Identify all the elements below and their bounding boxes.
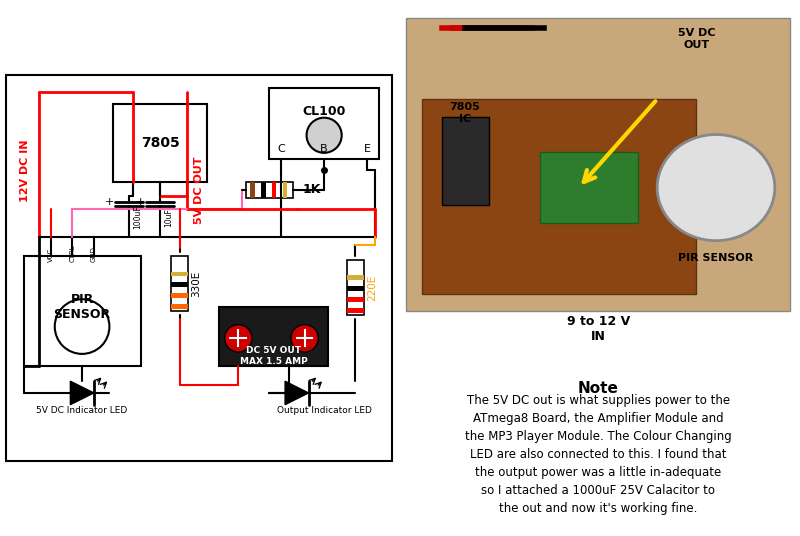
FancyBboxPatch shape (171, 293, 188, 298)
FancyBboxPatch shape (539, 152, 638, 223)
Text: The 5V DC out is what supplies power to the
ATmega8 Board, the Amplifier Module : The 5V DC out is what supplies power to … (465, 394, 732, 515)
Text: E: E (363, 144, 370, 154)
FancyBboxPatch shape (346, 260, 364, 315)
Text: 5V DC Indicator LED: 5V DC Indicator LED (37, 406, 128, 415)
Text: 100uF: 100uF (133, 205, 142, 229)
Text: C: C (278, 144, 285, 154)
FancyBboxPatch shape (171, 304, 188, 309)
Text: 12V DC IN: 12V DC IN (21, 139, 30, 202)
Text: GND: GND (90, 246, 97, 262)
Polygon shape (70, 381, 94, 405)
FancyBboxPatch shape (442, 117, 489, 205)
FancyBboxPatch shape (171, 256, 188, 311)
Text: 7805: 7805 (141, 136, 179, 150)
Text: +: + (105, 197, 114, 207)
FancyBboxPatch shape (346, 286, 364, 291)
Circle shape (658, 135, 774, 241)
Text: Output Indicator LED: Output Indicator LED (277, 406, 371, 415)
Text: PIR
SENSOR: PIR SENSOR (54, 293, 110, 321)
Text: 10uF: 10uF (164, 208, 173, 227)
Text: B: B (320, 144, 328, 154)
FancyBboxPatch shape (346, 308, 364, 313)
FancyBboxPatch shape (246, 182, 293, 198)
Text: CTRL: CTRL (70, 244, 75, 262)
Circle shape (54, 299, 110, 354)
FancyBboxPatch shape (171, 282, 188, 287)
FancyBboxPatch shape (270, 88, 378, 159)
FancyBboxPatch shape (23, 256, 141, 366)
Text: CL100: CL100 (302, 106, 346, 118)
Text: 5V DC
OUT: 5V DC OUT (678, 28, 715, 50)
FancyBboxPatch shape (171, 272, 188, 276)
FancyBboxPatch shape (250, 182, 254, 198)
Text: 220E: 220E (367, 274, 377, 301)
Text: 9 to 12 V
IN: 9 to 12 V IN (566, 315, 630, 343)
FancyBboxPatch shape (282, 182, 287, 198)
Text: Note: Note (578, 381, 619, 396)
Circle shape (291, 325, 318, 352)
Circle shape (306, 118, 342, 153)
Text: 7805
IC: 7805 IC (450, 102, 481, 124)
FancyBboxPatch shape (422, 99, 696, 294)
FancyBboxPatch shape (346, 297, 364, 302)
Text: 330E: 330E (191, 271, 202, 297)
FancyBboxPatch shape (218, 307, 328, 366)
FancyBboxPatch shape (261, 182, 266, 198)
FancyBboxPatch shape (6, 75, 393, 461)
FancyBboxPatch shape (406, 18, 790, 311)
Text: 1K: 1K (302, 183, 321, 196)
Circle shape (225, 325, 252, 352)
FancyBboxPatch shape (114, 104, 207, 182)
Text: DC 5V OUT
MAX 1.5 AMP: DC 5V OUT MAX 1.5 AMP (239, 346, 307, 366)
Text: 5V DC OUT: 5V DC OUT (194, 156, 204, 224)
FancyBboxPatch shape (272, 182, 277, 198)
Polygon shape (285, 381, 309, 405)
Text: +: + (136, 197, 146, 207)
FancyBboxPatch shape (346, 276, 364, 280)
Text: PIR SENSOR: PIR SENSOR (678, 254, 754, 263)
Text: VCC: VCC (48, 248, 54, 262)
